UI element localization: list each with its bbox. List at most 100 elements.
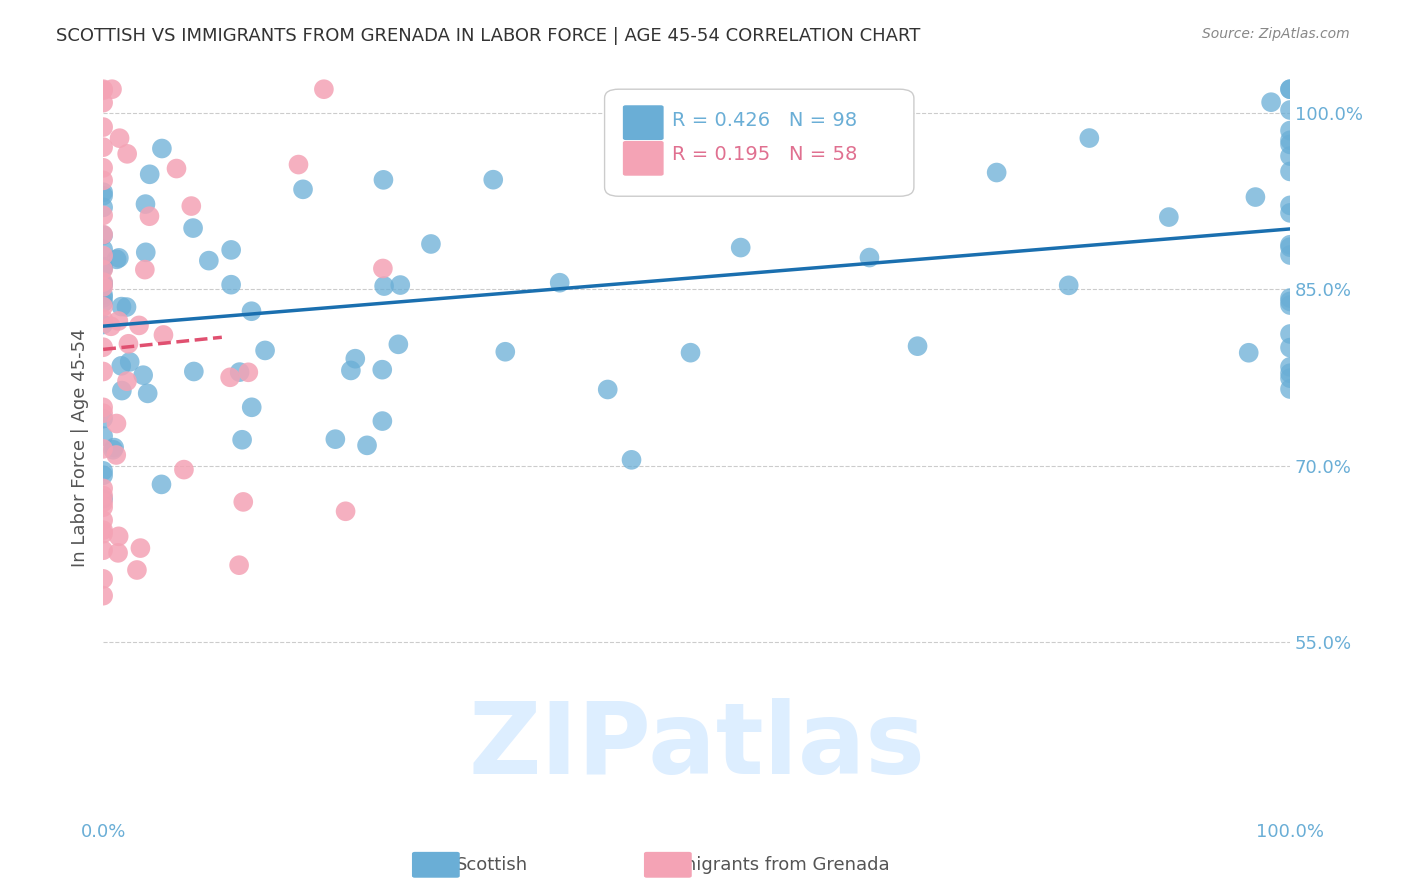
Point: [173, 462, 195, 476]
Point: [117, 336, 139, 351]
Point: [815, 118, 838, 132]
Point: [91, 83, 114, 97]
Point: [1279, 298, 1302, 312]
Point: [91, 280, 114, 294]
Point: [232, 495, 254, 509]
Point: [238, 365, 260, 379]
Point: [134, 197, 156, 211]
Point: [125, 563, 148, 577]
Point: [91, 488, 114, 502]
Point: [150, 477, 173, 491]
Point: [1057, 278, 1080, 293]
Point: [1279, 164, 1302, 178]
Point: [725, 98, 748, 112]
Point: [335, 504, 357, 518]
Point: [91, 228, 114, 243]
Point: [219, 370, 242, 384]
Point: [371, 414, 394, 428]
Point: [91, 513, 114, 527]
Point: [107, 314, 129, 328]
Text: Scottish: Scottish: [456, 856, 529, 874]
Point: [254, 343, 277, 358]
Point: [1279, 240, 1302, 254]
Point: [287, 157, 309, 171]
Point: [1157, 210, 1180, 224]
Point: [1244, 190, 1267, 204]
Point: [91, 340, 114, 354]
Point: [482, 172, 505, 186]
Point: [91, 312, 114, 326]
Point: [110, 359, 132, 373]
Point: [91, 464, 114, 478]
Point: [91, 526, 114, 541]
Point: [91, 589, 114, 603]
Y-axis label: In Labor Force | Age 45-54: In Labor Force | Age 45-54: [72, 328, 89, 567]
Text: SCOTTISH VS IMMIGRANTS FROM GRENADA IN LABOR FORCE | AGE 45-54 CORRELATION CHART: SCOTTISH VS IMMIGRANTS FROM GRENADA IN L…: [56, 27, 921, 45]
Point: [1279, 382, 1302, 396]
Text: R = 0.195   N = 58: R = 0.195 N = 58: [672, 145, 858, 164]
Point: [1260, 95, 1282, 110]
Point: [1279, 366, 1302, 380]
Point: [136, 386, 159, 401]
Point: [91, 406, 114, 420]
Point: [1279, 206, 1302, 220]
Point: [1279, 82, 1302, 96]
Point: [111, 384, 134, 398]
Point: [91, 140, 114, 154]
Point: [91, 120, 114, 134]
Point: [101, 82, 124, 96]
Point: [198, 253, 221, 268]
Text: Immigrants from Grenada: Immigrants from Grenada: [657, 856, 890, 874]
Point: [91, 523, 114, 537]
Point: [91, 185, 114, 199]
Text: R = 0.426   N = 98: R = 0.426 N = 98: [672, 111, 858, 130]
Point: [91, 468, 114, 483]
Point: [91, 543, 114, 558]
Point: [340, 363, 363, 377]
Point: [231, 433, 253, 447]
Point: [91, 275, 114, 289]
Point: [91, 161, 114, 175]
Point: [118, 355, 141, 369]
Point: [1237, 345, 1260, 359]
Point: [1279, 198, 1302, 212]
Point: [1279, 137, 1302, 152]
Point: [1279, 123, 1302, 137]
Point: [91, 262, 114, 277]
Point: [91, 208, 114, 222]
Point: [91, 277, 114, 292]
Point: [138, 209, 160, 223]
Point: [91, 491, 114, 506]
Point: [152, 328, 174, 343]
Point: [389, 278, 412, 293]
Point: [91, 482, 114, 496]
Point: [420, 237, 443, 252]
Point: [1279, 341, 1302, 355]
Point: [91, 227, 114, 242]
Point: [91, 200, 114, 214]
Point: [107, 529, 129, 543]
Point: [312, 82, 335, 96]
Point: [115, 146, 138, 161]
Point: [91, 495, 114, 509]
Point: [91, 188, 114, 202]
Point: [292, 182, 315, 196]
Point: [91, 429, 114, 443]
Point: [620, 453, 643, 467]
Point: [91, 173, 114, 187]
Point: [986, 165, 1008, 179]
Point: [858, 251, 880, 265]
Point: [240, 304, 263, 318]
Point: [108, 251, 131, 265]
Text: Source: ZipAtlas.com: Source: ZipAtlas.com: [1202, 27, 1350, 41]
Point: [166, 161, 188, 176]
Text: ZIPatlas: ZIPatlas: [468, 698, 925, 795]
Point: [371, 261, 394, 276]
Point: [105, 417, 128, 431]
Point: [1279, 291, 1302, 305]
Point: [387, 337, 409, 351]
Point: [373, 173, 395, 187]
Point: [103, 441, 125, 455]
Point: [91, 364, 114, 378]
Point: [494, 344, 516, 359]
